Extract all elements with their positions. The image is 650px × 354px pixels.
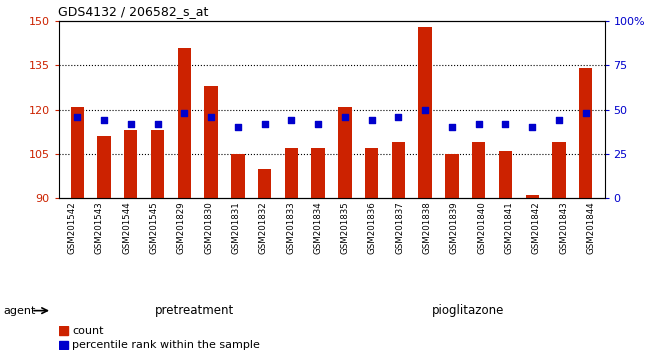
Point <box>206 114 216 120</box>
Bar <box>231 154 244 198</box>
Text: agent: agent <box>3 306 36 316</box>
Bar <box>579 68 592 198</box>
Text: GSM201840: GSM201840 <box>477 201 486 254</box>
Bar <box>58 341 68 349</box>
Text: GSM201839: GSM201839 <box>450 201 459 254</box>
Point <box>179 110 190 116</box>
Text: count: count <box>72 326 103 336</box>
Text: GSM201836: GSM201836 <box>368 201 377 254</box>
Text: GSM201832: GSM201832 <box>259 201 268 254</box>
Text: GSM201829: GSM201829 <box>177 201 186 254</box>
Bar <box>177 48 191 198</box>
Point <box>420 107 430 113</box>
Text: GSM201837: GSM201837 <box>395 201 404 254</box>
Bar <box>472 142 486 198</box>
Bar <box>71 107 84 198</box>
Point <box>473 121 484 127</box>
Bar <box>392 142 405 198</box>
Text: GSM201838: GSM201838 <box>422 201 432 254</box>
Text: GSM201841: GSM201841 <box>504 201 514 254</box>
Text: GSM201833: GSM201833 <box>286 201 295 254</box>
Bar <box>151 130 164 198</box>
Bar <box>445 154 459 198</box>
Point <box>72 114 83 120</box>
Bar <box>204 86 218 198</box>
Bar <box>338 107 352 198</box>
Text: GSM201830: GSM201830 <box>204 201 213 254</box>
Text: GSM201831: GSM201831 <box>231 201 240 254</box>
Bar <box>419 27 432 198</box>
Text: GSM201844: GSM201844 <box>586 201 595 254</box>
Point <box>313 121 323 127</box>
Text: pioglitazone: pioglitazone <box>432 304 504 317</box>
Bar <box>499 151 512 198</box>
Point <box>527 125 538 130</box>
Text: GSM201545: GSM201545 <box>150 201 159 254</box>
Point <box>554 118 564 123</box>
Point <box>500 121 511 127</box>
Point <box>259 121 270 127</box>
Text: percentile rank within the sample: percentile rank within the sample <box>72 340 260 350</box>
Point <box>367 118 377 123</box>
Point <box>152 121 162 127</box>
Point <box>340 114 350 120</box>
Text: GSM201542: GSM201542 <box>68 201 77 254</box>
Bar <box>98 136 111 198</box>
Bar <box>311 148 325 198</box>
Bar <box>58 326 68 335</box>
Bar <box>365 148 378 198</box>
Text: GSM201543: GSM201543 <box>95 201 104 254</box>
Point <box>580 110 591 116</box>
Bar <box>526 195 539 198</box>
Point <box>286 118 296 123</box>
Text: pretreatment: pretreatment <box>155 304 233 317</box>
Point <box>393 114 404 120</box>
Point <box>233 125 243 130</box>
Text: GSM201835: GSM201835 <box>341 201 350 254</box>
Point <box>125 121 136 127</box>
Point <box>99 118 109 123</box>
Bar <box>258 169 271 198</box>
Text: GDS4132 / 206582_s_at: GDS4132 / 206582_s_at <box>58 5 209 18</box>
Text: GSM201834: GSM201834 <box>313 201 322 254</box>
Bar <box>552 142 566 198</box>
Point <box>447 125 457 130</box>
Bar <box>285 148 298 198</box>
Bar <box>124 130 137 198</box>
Text: GSM201842: GSM201842 <box>532 201 541 254</box>
Text: GSM201843: GSM201843 <box>559 201 568 254</box>
Text: GSM201544: GSM201544 <box>122 201 131 254</box>
